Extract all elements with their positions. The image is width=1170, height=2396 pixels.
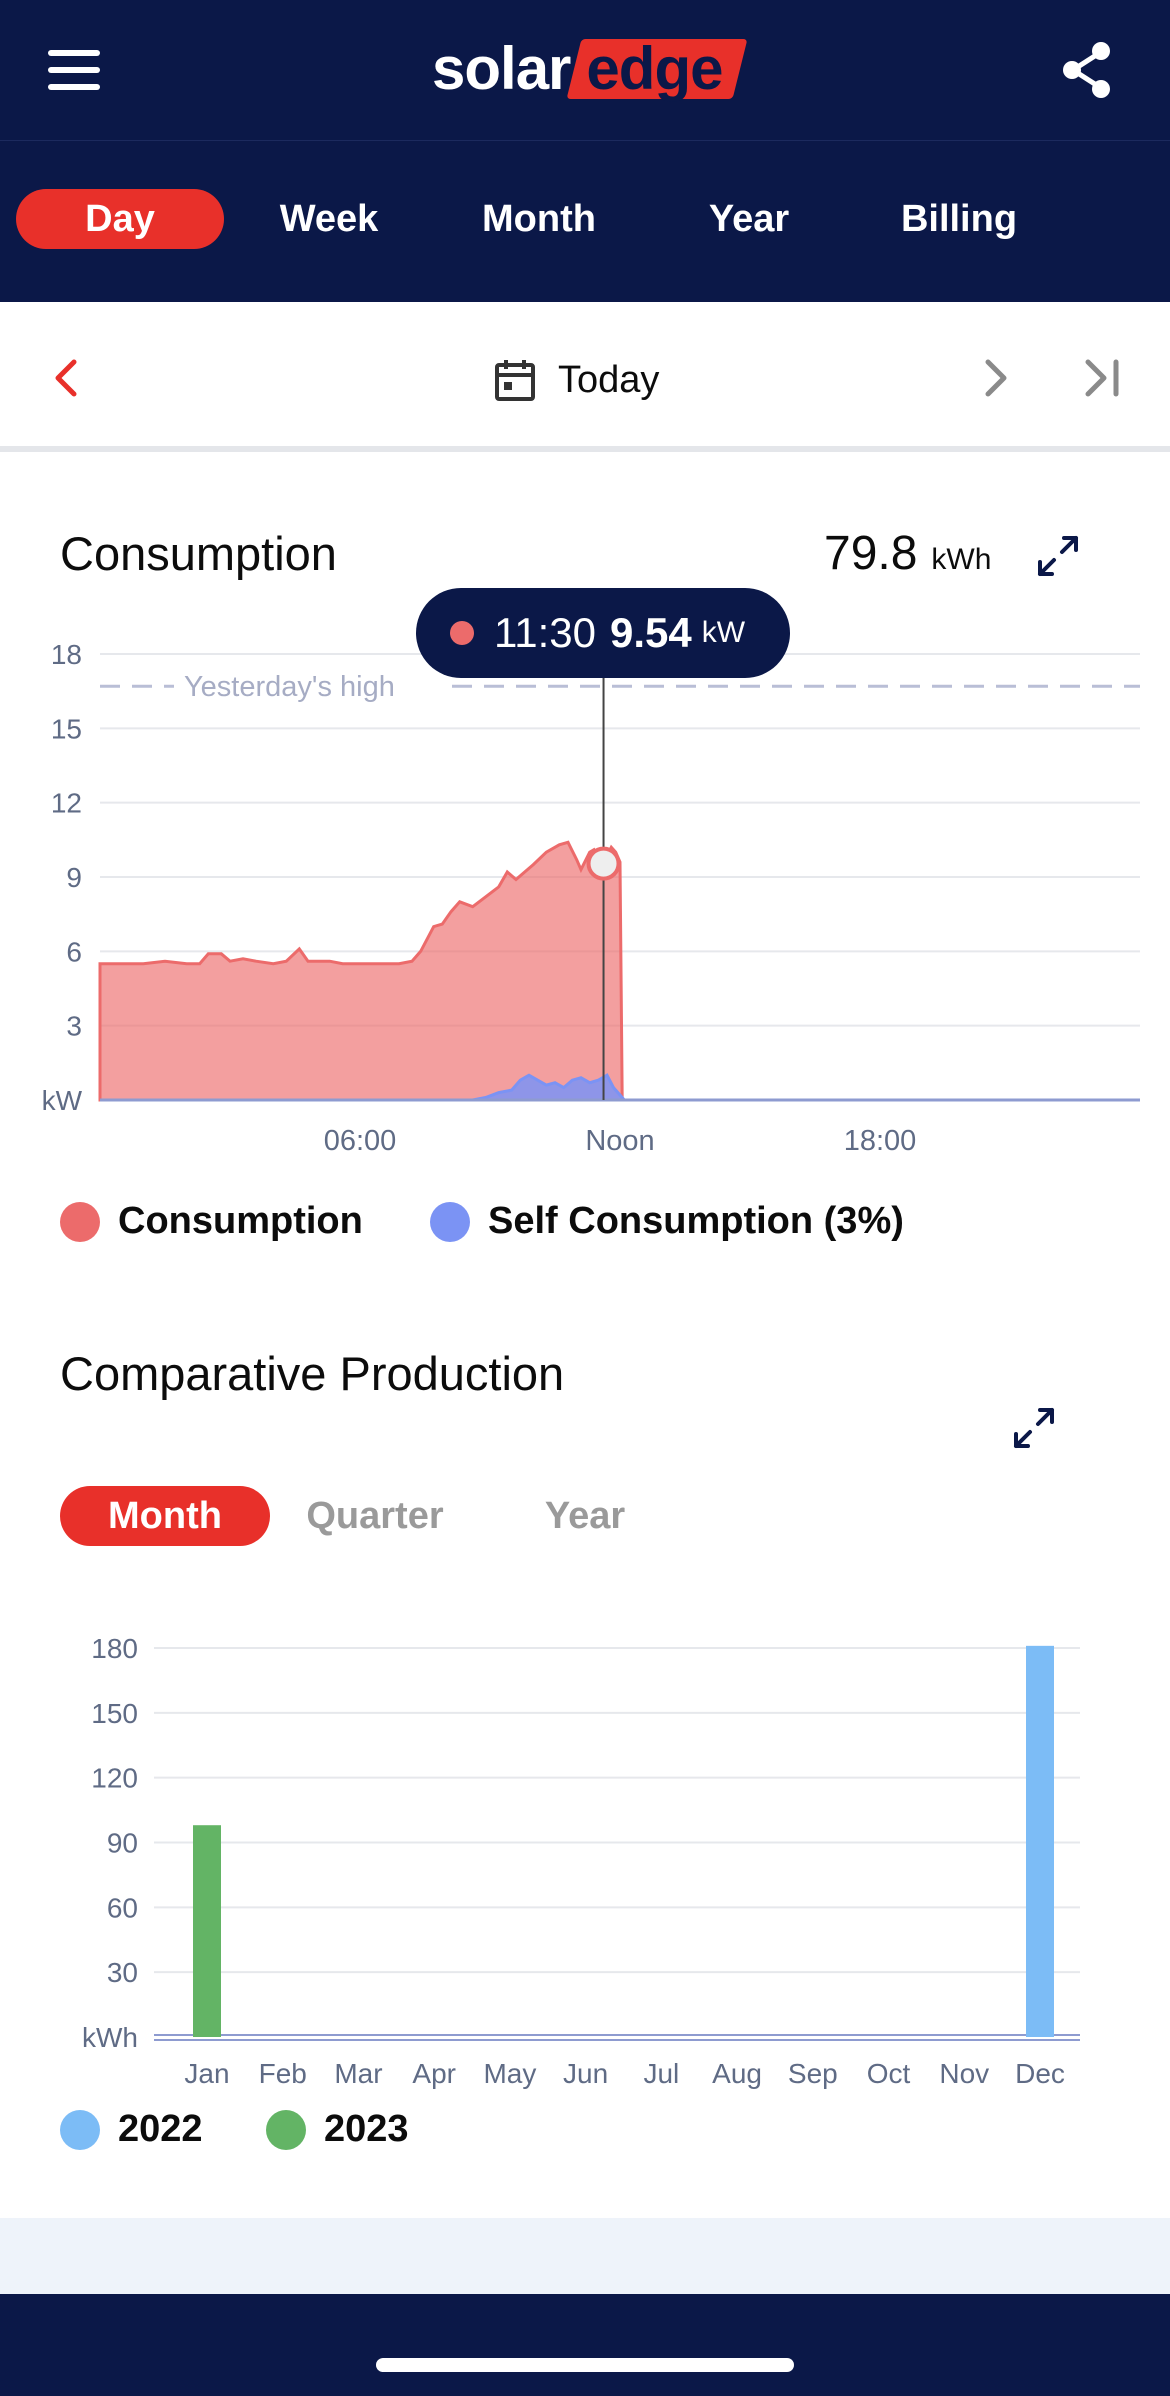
reference-line-label: Yesterday's high (184, 671, 395, 703)
bottom-bar (0, 2294, 1170, 2396)
x-tick-label: Mar (334, 2058, 382, 2089)
tab-billing[interactable]: Billing (900, 198, 1018, 240)
share-icon[interactable] (1055, 38, 1119, 102)
consumption-total-value: 79.8 (824, 527, 918, 580)
period-tabs: Day Week Month Year Billing (0, 140, 1170, 302)
logo-text-solar: solar (432, 35, 571, 102)
consumption-total-unit: kWh (931, 543, 992, 576)
x-tick-label: Dec (1015, 2058, 1065, 2089)
self-consumption-area (100, 1073, 1140, 1102)
y-tick-label: 9 (66, 862, 82, 893)
tab-day[interactable]: Day (16, 189, 224, 249)
legend-2022-label: 2022 (118, 2108, 203, 2150)
tooltip-unit: kW (701, 616, 746, 649)
x-tick-label: Jun (563, 2058, 608, 2089)
date-picker[interactable]: Today (494, 352, 659, 408)
legend-self-consumption-label: Self Consumption (3%) (488, 1200, 904, 1242)
solaredge-logo: solar edge (432, 34, 740, 104)
y-tick-label: 150 (91, 1698, 138, 1729)
consumption-chart[interactable]: 3 6 9 12 15 18 kW Yesterday's high 06:00 Noon 18:0… (0, 620, 1170, 1180)
date-label: Today (558, 358, 660, 401)
legend-consumption-label: Consumption (118, 1200, 363, 1242)
tooltip-time: 11:30 (494, 609, 596, 656)
consumption-area (98, 840, 1140, 1102)
y-tick-label: 6 (66, 936, 82, 967)
tooltip-value: 9.54 (610, 609, 692, 656)
chart-tooltip: 11:30 9.54 kW (416, 588, 790, 678)
consumption-swatch (60, 1201, 100, 1242)
tab-comparative-month[interactable]: Month (60, 1486, 270, 1546)
logo-text-edge-badge: edge (574, 39, 740, 99)
x-tick-label: Apr (412, 2058, 456, 2089)
y-tick-label: 18 (51, 639, 82, 670)
bottom-spacer (0, 2218, 1170, 2294)
x-tick-label: 06:00 (324, 1125, 397, 1157)
y-tick-label: 120 (91, 1763, 138, 1794)
logo-text-edge: edge (586, 35, 723, 102)
consumption-total: 79.8 kWh (824, 526, 991, 586)
hamburger-icon[interactable] (48, 50, 100, 90)
tooltip-consumption-dot (450, 621, 474, 645)
legend-2023-label: 2023 (324, 2108, 409, 2150)
legend-2022[interactable]: 2022 (60, 2108, 203, 2151)
x-tick-label: 18:00 (844, 1125, 917, 1157)
x-tick-label: Noon (585, 1125, 654, 1157)
y-tick-label: 30 (107, 1957, 138, 1988)
home-indicator[interactable] (376, 2358, 794, 2372)
y-tick-label: 180 (91, 1633, 138, 1664)
date-navigator: Today (0, 302, 1170, 452)
x-tick-label: Oct (867, 2058, 911, 2089)
year-2023-swatch (266, 2109, 306, 2150)
x-tick-label: Aug (712, 2058, 762, 2089)
expand-icon[interactable] (1034, 532, 1082, 580)
x-tick-label: Feb (259, 2058, 307, 2089)
legend-self-consumption[interactable]: Self Consumption (3%) (430, 1200, 904, 1243)
x-tick-label: May (483, 2058, 536, 2089)
y-tick-label: 90 (107, 1828, 138, 1859)
tab-comparative-year[interactable]: Year (544, 1495, 626, 1537)
y-unit-label: kW (42, 1085, 83, 1116)
tab-comparative-quarter[interactable]: Quarter (306, 1495, 444, 1537)
highlight-point (586, 846, 621, 881)
calendar-icon (495, 360, 535, 401)
x-tick-label: Jan (184, 2058, 229, 2089)
comparative-production-chart[interactable]: 30 60 90 120 150 180 kWh Jan Feb Mar Apr May Jun Jul A… (0, 1600, 1170, 2100)
bar-2023-jan (193, 1825, 221, 2037)
skip-to-end-icon[interactable] (1080, 354, 1124, 402)
y-tick-label: 60 (107, 1892, 138, 1923)
reference-label-background (174, 666, 448, 707)
chevron-right-icon[interactable] (978, 354, 1014, 402)
legend-2023[interactable]: 2023 (266, 2108, 409, 2151)
x-tick-label: Nov (939, 2058, 989, 2089)
bar-2022-dec (1026, 1645, 1054, 2037)
x-tick-label: Jul (643, 2058, 679, 2089)
legend-consumption[interactable]: Consumption (60, 1200, 363, 1243)
y-tick-label: 12 (51, 788, 82, 819)
chevron-left-icon[interactable] (48, 354, 84, 402)
top-app-bar: solar edge (0, 0, 1170, 140)
x-tick-label: Sep (788, 2058, 838, 2089)
comparative-production-title: Comparative Production (60, 1347, 565, 1400)
y-tick-label: 3 (66, 1011, 82, 1042)
tab-year[interactable]: Year (708, 198, 790, 240)
y-unit-label: kWh (82, 2022, 138, 2053)
y-tick-label: 15 (51, 713, 82, 744)
tab-week[interactable]: Week (279, 198, 379, 240)
consumption-title: Consumption (60, 527, 337, 580)
tab-month[interactable]: Month (482, 198, 596, 240)
year-2022-swatch (60, 2109, 100, 2150)
self-consumption-swatch (430, 1201, 470, 1242)
expand-icon[interactable] (1010, 1404, 1058, 1452)
